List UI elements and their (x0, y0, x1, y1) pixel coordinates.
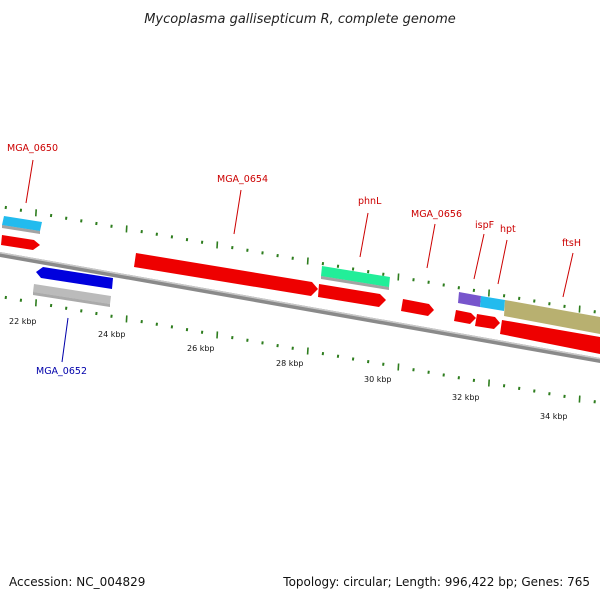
feature-gene-mga0652[interactable] (33, 284, 111, 307)
label-leaders (25, 159, 574, 363)
feature-cds-phnl[interactable] (318, 284, 386, 307)
leader-mga0654 (233, 189, 242, 235)
leader-ftsh (562, 252, 574, 298)
leader-mga0652 (61, 317, 69, 363)
accession-text: Accession: NC_004829 (9, 575, 145, 589)
tick-row-lower (4, 295, 596, 404)
label-ispf[interactable]: ispF (475, 220, 494, 231)
leader-ispf (473, 233, 485, 280)
leader-phnl (359, 212, 369, 258)
tick-label-22kbp: 22 kbp (9, 317, 37, 326)
tick-label-28kbp: 28 kbp (276, 359, 304, 368)
feature-track (1, 216, 600, 354)
feature-gene-mga0650[interactable] (2, 216, 42, 234)
label-mga0656[interactable]: MGA_0656 (411, 209, 462, 220)
feature-gene-ftsh[interactable] (504, 300, 600, 334)
feature-cds-ftsh[interactable] (500, 320, 600, 354)
genome-backbone (0, 252, 600, 363)
leader-mga0650 (25, 159, 34, 204)
tick-label-30kbp: 30 kbp (364, 375, 392, 384)
gene-labels: MGA_0650 MGA_0652 MGA_0654 phnL MGA_0656… (7, 143, 581, 377)
tick-label-24kbp: 24 kbp (98, 330, 126, 339)
feature-cds-hpt[interactable] (475, 314, 500, 329)
feature-cds-mga0654[interactable] (134, 253, 318, 296)
label-phnl[interactable]: phnL (358, 196, 382, 207)
label-mga0650[interactable]: MGA_0650 (7, 143, 58, 154)
label-mga0654[interactable]: MGA_0654 (217, 174, 268, 185)
tick-labels: 22 kbp 24 kbp 26 kbp 28 kbp 30 kbp 32 kb… (9, 317, 568, 421)
label-mga0652[interactable]: MGA_0652 (36, 366, 87, 377)
feature-gene-phnl[interactable] (321, 266, 390, 290)
feature-cds-mga0650[interactable] (1, 235, 40, 250)
tick-label-26kbp: 26 kbp (187, 344, 215, 353)
tick-label-32kbp: 32 kbp (452, 393, 480, 402)
feature-cds-mga0652[interactable] (36, 267, 113, 289)
tick-label-34kbp: 34 kbp (540, 412, 568, 421)
label-hpt[interactable]: hpt (500, 224, 516, 235)
topology-summary: Topology: circular; Length: 996,422 bp; … (282, 575, 590, 589)
feature-cds-ispf[interactable] (454, 310, 476, 324)
leader-mga0656 (426, 223, 436, 269)
feature-gene-ispf[interactable] (458, 292, 481, 307)
feature-cds-mga0656[interactable] (401, 299, 434, 316)
tick-row-upper (4, 205, 596, 314)
map-title: Mycoplasma gallisepticum R, complete gen… (144, 12, 456, 27)
leader-hpt (497, 239, 508, 285)
label-ftsh[interactable]: ftsH (562, 238, 581, 249)
feature-gene-hpt[interactable] (480, 296, 505, 311)
